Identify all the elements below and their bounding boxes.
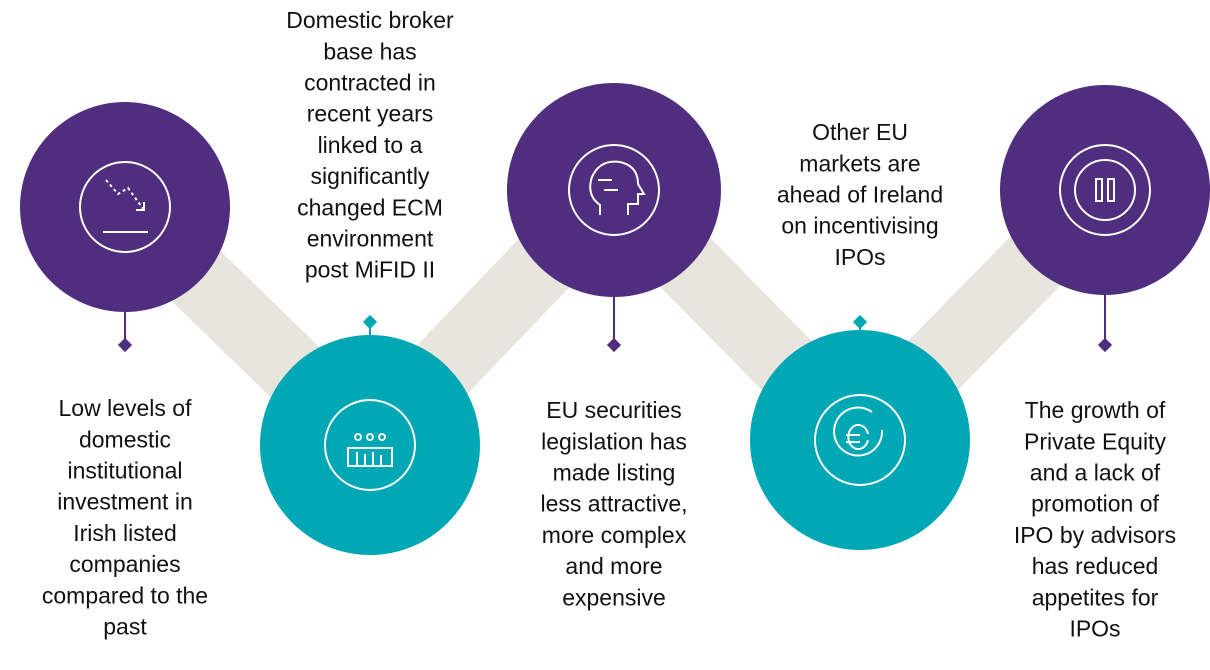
icons bbox=[79, 144, 1151, 491]
node-text: institutional bbox=[67, 457, 182, 483]
node-text: companies bbox=[69, 551, 180, 577]
node-text: Irish listed bbox=[73, 520, 177, 546]
diamond bbox=[117, 337, 133, 353]
circle bbox=[20, 102, 230, 312]
node-text: Domestic broker bbox=[286, 7, 454, 33]
broker-icon bbox=[324, 399, 416, 491]
node-text: less attractive, bbox=[541, 491, 688, 517]
node-text: EU securities bbox=[546, 397, 681, 423]
circle bbox=[260, 335, 480, 555]
node-text: Low levels of bbox=[59, 395, 193, 421]
circles bbox=[20, 83, 1210, 555]
node-text: Other EU bbox=[812, 119, 908, 145]
diamond bbox=[852, 314, 868, 330]
node-text: significantly bbox=[311, 163, 430, 189]
node-text: domestic bbox=[79, 426, 171, 452]
node-text: environment bbox=[307, 225, 434, 251]
node-text: expensive bbox=[562, 584, 666, 610]
pause-icon bbox=[1059, 144, 1151, 236]
node-text: investment in bbox=[57, 489, 193, 515]
node-text: promotion of bbox=[1031, 491, 1159, 517]
node-text: more complex bbox=[542, 522, 687, 548]
node-text: post MiFID II bbox=[305, 257, 435, 283]
node-text: and more bbox=[565, 553, 662, 579]
node-text: IPO by advisors bbox=[1014, 522, 1176, 548]
node-text: legislation has bbox=[541, 428, 687, 454]
diamond bbox=[606, 337, 622, 353]
node-text: past bbox=[103, 613, 147, 639]
euro-icon bbox=[814, 394, 906, 486]
node-text: on incentivising bbox=[781, 213, 938, 239]
node-text: appetites for bbox=[1032, 584, 1159, 610]
circle bbox=[750, 330, 970, 550]
node-text: Private Equity bbox=[1024, 428, 1166, 454]
stems bbox=[117, 295, 1113, 353]
node-text: has reduced bbox=[1032, 553, 1159, 579]
node-text: changed ECM bbox=[297, 194, 443, 220]
decline-icon bbox=[79, 161, 171, 253]
node-text: compared to the bbox=[42, 582, 208, 608]
diamond bbox=[1097, 337, 1113, 353]
node-text: The growth of bbox=[1025, 397, 1166, 423]
diamond bbox=[362, 314, 378, 330]
node-text: markets are bbox=[799, 150, 920, 176]
node-text: contracted in bbox=[304, 69, 436, 95]
node-text: ahead of Ireland bbox=[777, 181, 943, 207]
node-text: base has bbox=[323, 38, 416, 64]
node-text: made listing bbox=[553, 459, 676, 485]
ai-icon bbox=[568, 144, 660, 236]
node-text: linked to a bbox=[318, 132, 423, 158]
node-text: IPOs bbox=[1069, 615, 1120, 641]
node-text: and a lack of bbox=[1030, 459, 1161, 485]
node-text: IPOs bbox=[834, 244, 885, 270]
circle bbox=[1000, 85, 1210, 295]
node-text: recent years bbox=[307, 101, 434, 127]
